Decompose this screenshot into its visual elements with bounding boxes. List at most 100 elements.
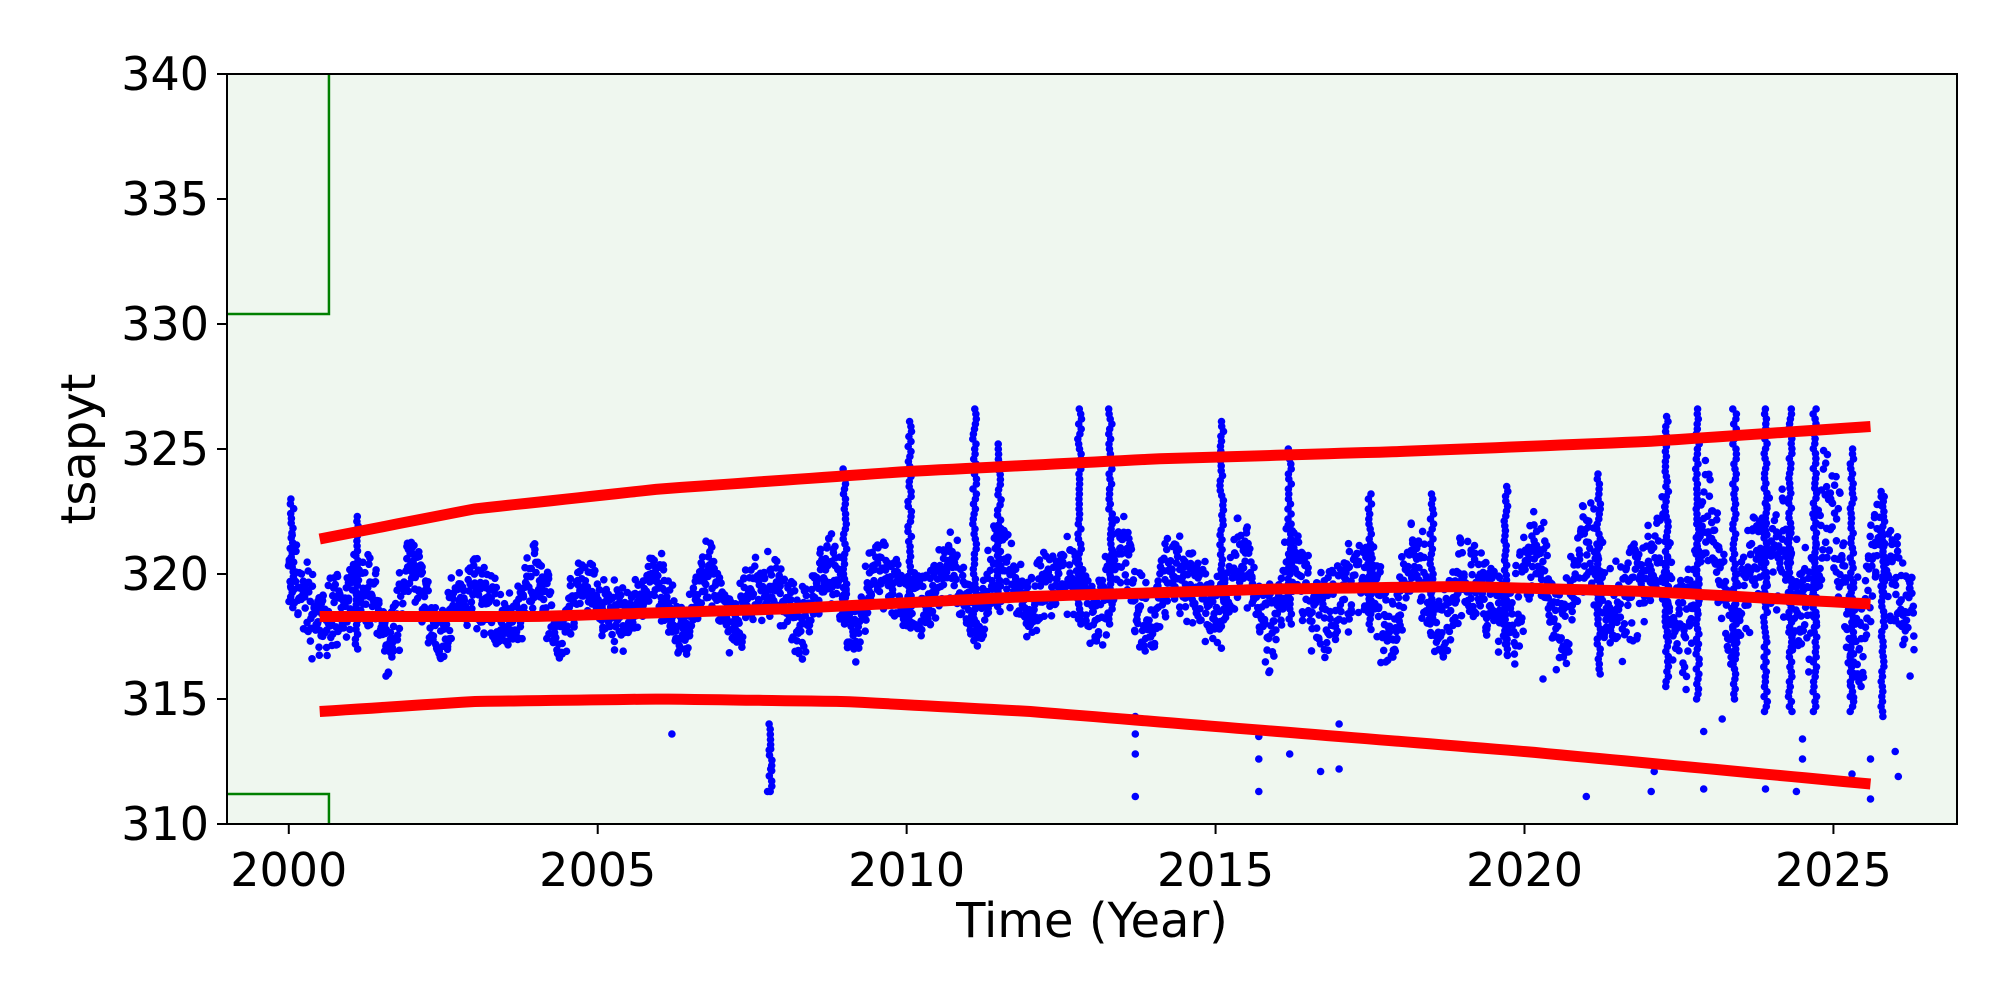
data-point <box>330 598 338 607</box>
data-point <box>1673 640 1681 648</box>
data-point <box>297 570 306 578</box>
data-point <box>1909 609 1918 617</box>
data-point <box>1510 650 1519 658</box>
data-point <box>861 627 869 635</box>
data-point <box>1297 572 1306 581</box>
data-point <box>1285 750 1294 758</box>
data-point <box>816 545 825 554</box>
data-point <box>1713 509 1722 517</box>
data-point <box>767 571 776 579</box>
data-point <box>1702 549 1710 557</box>
data-point <box>1779 613 1788 621</box>
data-point <box>1902 616 1911 625</box>
data-point <box>547 601 556 609</box>
data-point <box>566 630 575 638</box>
data-point <box>1797 612 1805 620</box>
data-point <box>445 626 454 635</box>
data-point <box>1476 602 1485 610</box>
data-point <box>1801 543 1810 552</box>
data-point <box>1003 585 1011 593</box>
data-point <box>1126 543 1135 552</box>
data-point <box>698 561 706 569</box>
data-point <box>1894 772 1903 781</box>
data-point <box>1035 556 1044 564</box>
data-point <box>953 536 962 545</box>
data-point <box>1270 652 1278 660</box>
data-point <box>1084 577 1092 585</box>
data-point <box>1201 557 1209 566</box>
data-point <box>375 597 383 605</box>
data-point <box>1320 614 1329 622</box>
data-point <box>1326 607 1334 616</box>
data-point <box>1859 673 1868 681</box>
data-point <box>1582 792 1591 801</box>
data-point <box>1323 638 1331 647</box>
data-point <box>308 570 317 579</box>
data-point <box>315 651 324 659</box>
data-point <box>1640 598 1649 607</box>
data-point <box>1825 546 1833 554</box>
data-point <box>404 587 413 596</box>
data-point <box>1446 636 1455 644</box>
data-point <box>1420 553 1428 562</box>
data-point <box>881 541 889 549</box>
data-point <box>886 573 895 581</box>
data-point <box>1467 594 1475 603</box>
data-point <box>1861 576 1870 585</box>
data-point <box>1654 537 1663 545</box>
data-point <box>1051 600 1059 609</box>
data-point <box>1908 589 1916 598</box>
data-point <box>1443 646 1452 655</box>
data-point <box>1230 605 1239 613</box>
data-point <box>1800 621 1809 629</box>
data-point <box>1116 544 1125 552</box>
data-point <box>1102 631 1111 639</box>
data-point <box>1635 550 1643 559</box>
data-point <box>766 765 775 773</box>
data-point <box>1031 582 1039 590</box>
data-point <box>480 630 488 639</box>
data-point <box>1438 629 1446 637</box>
data-point <box>1607 622 1616 631</box>
data-point <box>442 620 451 629</box>
data-point <box>794 646 803 655</box>
data-point <box>944 541 953 550</box>
data-point <box>751 553 760 562</box>
data-point <box>1515 642 1524 650</box>
data-point <box>319 591 328 600</box>
data-point <box>1551 606 1560 615</box>
data-point <box>1104 405 1113 413</box>
data-point <box>1488 574 1496 582</box>
data-point <box>1699 727 1708 736</box>
data-point <box>1909 602 1918 611</box>
data-point <box>1633 632 1642 640</box>
data-point <box>1145 616 1153 625</box>
data-point <box>1183 617 1191 626</box>
data-point <box>1662 412 1671 421</box>
data-point <box>1812 405 1820 413</box>
data-point <box>1864 586 1872 595</box>
data-point <box>1866 532 1874 541</box>
data-point <box>1544 594 1553 602</box>
data-point <box>1261 658 1270 666</box>
data-point <box>1565 640 1573 648</box>
data-point <box>1542 541 1551 550</box>
data-point <box>682 650 691 658</box>
data-point <box>1840 562 1849 570</box>
data-point <box>685 632 694 640</box>
data-point <box>1769 568 1777 576</box>
data-point <box>1649 543 1658 552</box>
data-point <box>1414 537 1423 545</box>
y-tick-label: 330 <box>121 297 209 351</box>
data-point <box>1584 538 1593 547</box>
data-point <box>1693 405 1702 413</box>
data-point <box>1817 575 1826 584</box>
data-point <box>708 543 716 551</box>
data-point <box>1269 617 1278 625</box>
data-point <box>1213 638 1222 647</box>
data-point <box>1404 562 1412 571</box>
data-point <box>789 579 798 588</box>
data-point <box>1173 552 1182 561</box>
data-point <box>1747 539 1756 548</box>
data-point <box>1142 578 1150 587</box>
